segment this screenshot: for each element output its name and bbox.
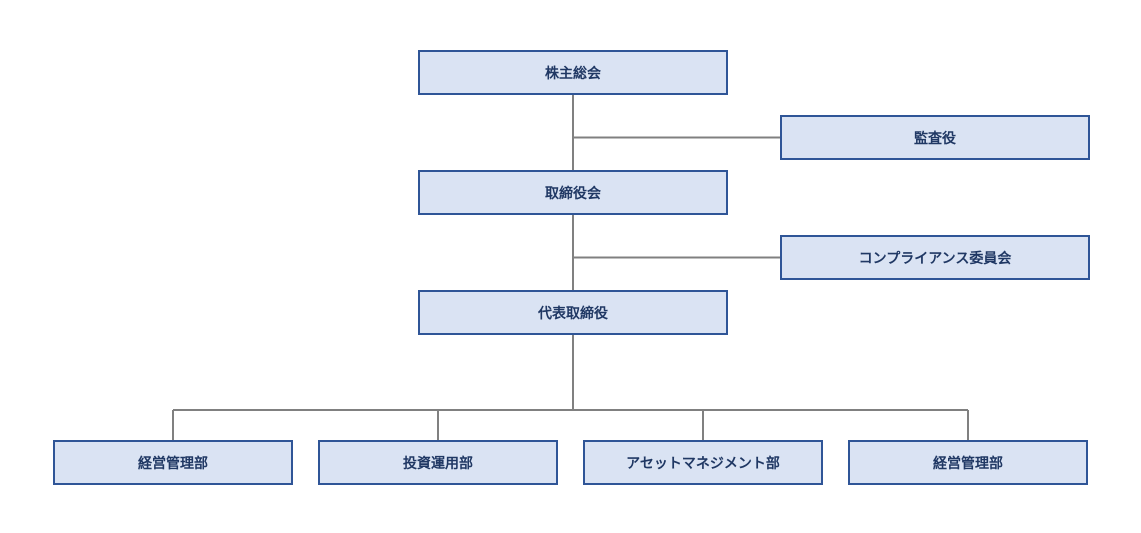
node-n6: 経営管理部 (53, 440, 293, 485)
node-n7: 投資運用部 (318, 440, 558, 485)
node-n9: 経営管理部 (848, 440, 1088, 485)
node-n5: 代表取締役 (418, 290, 728, 335)
org-chart-canvas: 株主総会監査役取締役会コンプライアンス委員会代表取締役経営管理部投資運用部アセッ… (0, 0, 1141, 533)
node-n1: 株主総会 (418, 50, 728, 95)
node-n8: アセットマネジメント部 (583, 440, 823, 485)
node-n3: 取締役会 (418, 170, 728, 215)
node-n4: コンプライアンス委員会 (780, 235, 1090, 280)
node-n2: 監査役 (780, 115, 1090, 160)
